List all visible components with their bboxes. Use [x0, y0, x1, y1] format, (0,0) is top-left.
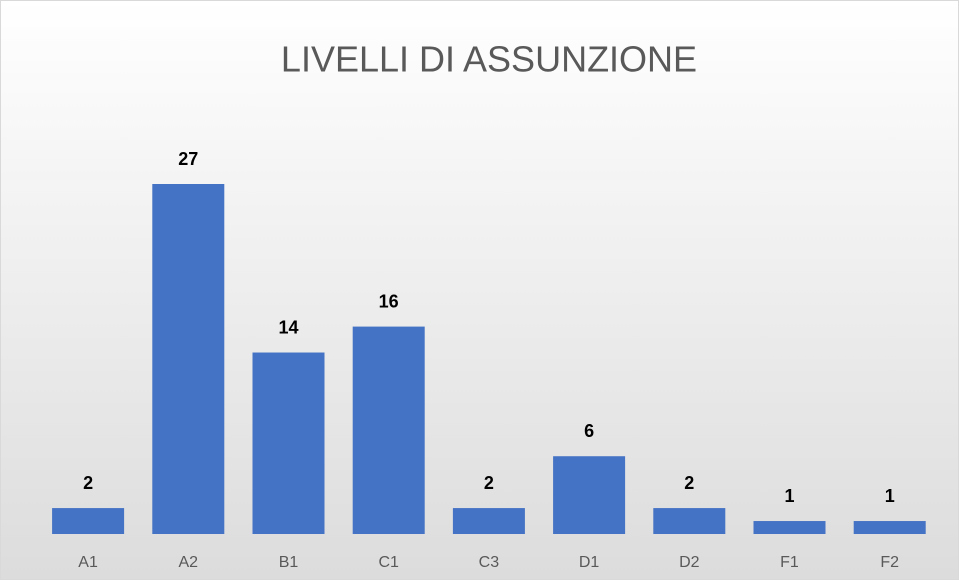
- data-label: 1: [885, 486, 895, 506]
- x-tick-label: D1: [579, 554, 600, 571]
- x-tick-label: C3: [479, 554, 500, 571]
- bar: [52, 508, 125, 534]
- data-label: 2: [484, 473, 494, 493]
- x-tick-label: A2: [179, 554, 199, 571]
- data-label: 14: [278, 317, 298, 337]
- data-label: 6: [584, 421, 594, 441]
- data-label: 27: [178, 149, 198, 169]
- data-label: 2: [83, 473, 93, 493]
- x-tick-label: F1: [780, 554, 799, 571]
- data-label: 16: [379, 291, 399, 311]
- chart-title: LIVELLI DI ASSUNZIONE: [281, 39, 697, 80]
- bar: [152, 184, 225, 534]
- x-tick-label: D2: [679, 554, 700, 571]
- data-label: 1: [784, 486, 794, 506]
- data-label: 2: [684, 473, 694, 493]
- x-tick-label: B1: [279, 554, 299, 571]
- x-tick-label: A1: [78, 554, 98, 571]
- x-tick-label: C1: [378, 554, 399, 571]
- bar: [252, 352, 325, 534]
- bar: [653, 508, 726, 534]
- bar: [553, 456, 626, 534]
- bar: [853, 521, 926, 534]
- bar: [452, 508, 525, 534]
- x-tick-label: F2: [880, 554, 899, 571]
- bar: [352, 326, 425, 534]
- bar: [753, 521, 826, 534]
